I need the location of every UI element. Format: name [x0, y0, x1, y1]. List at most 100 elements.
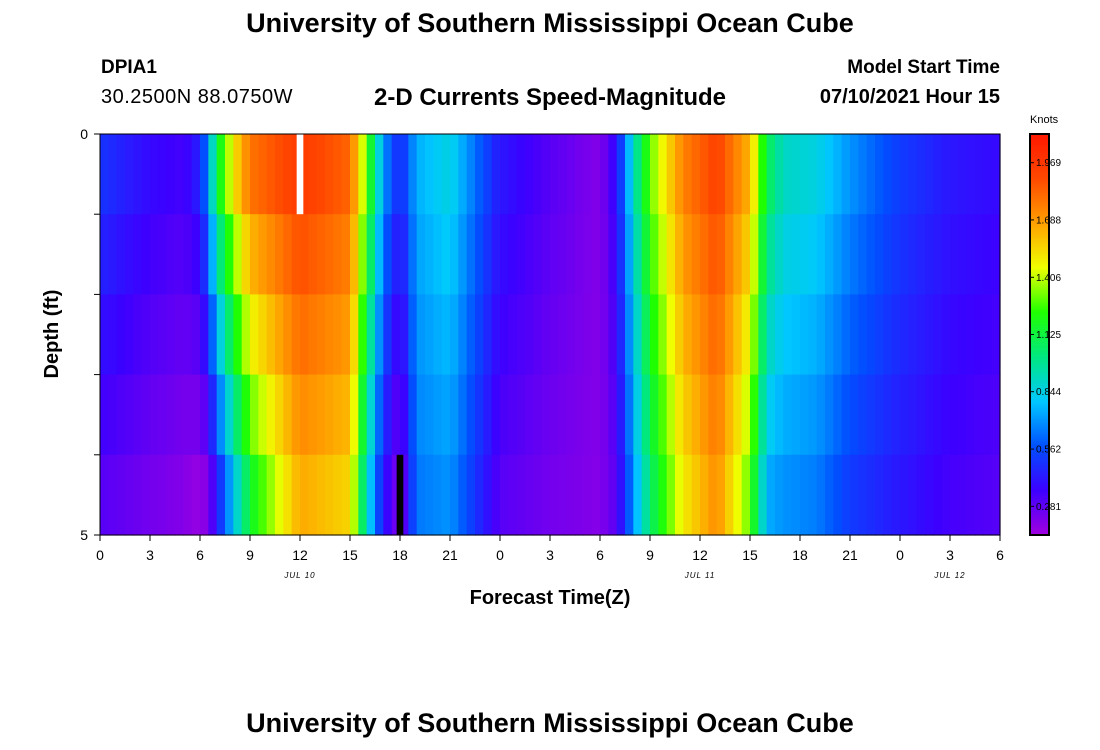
heatmap-cell — [441, 214, 451, 295]
heatmap-cell — [650, 454, 659, 536]
heatmap-cell — [258, 294, 268, 376]
heatmap-cell — [391, 214, 401, 295]
heatmap-cell — [166, 454, 176, 536]
heatmap-cell — [183, 294, 193, 376]
heatmap-cell — [941, 294, 951, 376]
heatmap-cell — [150, 214, 159, 295]
heatmap-cell — [266, 134, 276, 215]
heatmap-cell — [225, 374, 234, 456]
heatmap-cell — [550, 134, 559, 215]
heatmap-cell — [766, 294, 776, 376]
heatmap-cell — [525, 294, 534, 376]
heatmap-cell — [275, 214, 284, 295]
heatmap-cell — [733, 134, 743, 215]
heatmap-cell — [725, 374, 734, 456]
heatmap-cell — [616, 294, 626, 376]
heatmap-cell — [141, 134, 151, 215]
heatmap-cell — [200, 214, 209, 295]
heatmap-cell — [966, 454, 976, 536]
heatmap-cell — [491, 214, 501, 295]
heatmap-cell — [908, 134, 918, 215]
heatmap-cell — [541, 214, 551, 295]
heatmap-cell — [250, 214, 259, 295]
colorbar-tick-label: 0.562 — [1036, 445, 1061, 456]
heatmap-cell — [133, 134, 143, 215]
heatmap-cell — [583, 294, 593, 376]
heatmap-cell — [141, 454, 151, 536]
heatmap-cell — [741, 134, 751, 215]
heatmap-cell — [433, 134, 443, 215]
heatmap-cell — [341, 134, 351, 215]
heatmap-cell — [658, 294, 668, 376]
heatmap-cell — [658, 454, 668, 536]
heatmap-cell — [200, 374, 209, 456]
heatmap-cell — [216, 454, 226, 536]
heatmap-cell — [875, 374, 884, 456]
heatmap-cell — [983, 374, 993, 456]
heatmap-cell — [466, 294, 476, 376]
heatmap-cell — [650, 134, 659, 215]
heatmap-cell — [833, 294, 843, 376]
heatmap-cell — [100, 454, 109, 536]
heatmap-cell — [475, 134, 484, 215]
heatmap-cell — [558, 134, 568, 215]
heatmap-cell — [700, 294, 709, 376]
heatmap-cell — [533, 454, 543, 536]
heatmap-cell — [158, 134, 168, 215]
heatmap-cell — [600, 294, 609, 376]
heatmap-cell — [450, 294, 459, 376]
heatmap-cell — [166, 214, 176, 295]
heatmap-cell — [616, 214, 626, 295]
heatmap-cell — [166, 374, 176, 456]
heatmap-cell — [758, 214, 768, 295]
heatmap-cell — [316, 134, 326, 215]
heatmap-cell — [675, 454, 684, 536]
heatmap-cell — [425, 134, 434, 215]
heatmap-cell — [508, 374, 518, 456]
heatmap-cell — [350, 294, 359, 376]
heatmap-cell — [841, 454, 851, 536]
heatmap-cell — [500, 134, 509, 215]
heatmap-cell — [358, 134, 368, 215]
heatmap-cell — [291, 134, 301, 215]
heatmap-cell — [191, 294, 201, 376]
heatmap-cell — [291, 214, 301, 295]
heatmap-cell — [375, 374, 384, 456]
heatmap-cell — [133, 454, 143, 536]
heatmap-cell — [483, 454, 493, 536]
heatmap-cell — [666, 134, 676, 215]
heatmap-cell — [791, 374, 801, 456]
heatmap-cell — [716, 294, 726, 376]
x-tick-label: 18 — [392, 547, 408, 563]
heatmap-cell — [466, 454, 476, 536]
heatmap-cell — [958, 294, 968, 376]
heatmap-cell — [566, 374, 576, 456]
heatmap-cell — [183, 374, 193, 456]
colorbar-tick-label: 1.688 — [1036, 215, 1061, 226]
heatmap-cell — [925, 214, 934, 295]
heatmap-cell — [475, 454, 484, 536]
heatmap-cell — [608, 374, 618, 456]
heatmap-cell — [500, 214, 509, 295]
heatmap-cell — [108, 214, 118, 295]
heatmap-cell — [408, 374, 418, 456]
heatmap-cell — [333, 374, 343, 456]
heatmap-cell — [325, 134, 334, 215]
heatmap-cell — [550, 214, 559, 295]
heatmap-cell — [991, 214, 1001, 295]
heatmap-cell — [916, 374, 926, 456]
x-tick-label: 12 — [692, 547, 708, 563]
heatmap-cell — [291, 374, 301, 456]
heatmap-cell — [466, 374, 476, 456]
heatmap-cell — [941, 374, 951, 456]
station-id: DPIA1 — [101, 57, 157, 78]
heatmap-cell — [516, 454, 526, 536]
heatmap-cell — [950, 454, 959, 536]
heatmap-cell — [633, 454, 643, 536]
heatmap-cell — [291, 454, 301, 536]
heatmap-cell — [266, 374, 276, 456]
heatmap-cell — [275, 374, 284, 456]
heatmap-cell — [825, 214, 834, 295]
heatmap-cell — [766, 134, 776, 215]
heatmap-cell — [183, 214, 193, 295]
